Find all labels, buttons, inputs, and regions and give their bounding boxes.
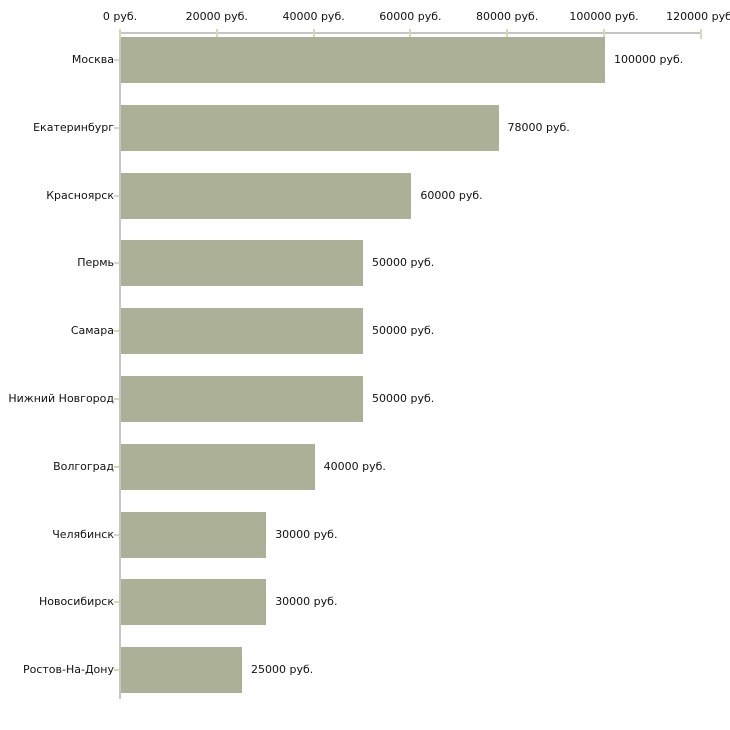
x-axis-tick bbox=[312, 29, 315, 39]
value-label: 30000 руб. bbox=[275, 595, 338, 609]
x-axis-tick bbox=[506, 29, 509, 39]
value-label: 50000 руб. bbox=[372, 392, 435, 405]
value-label: 40000 руб. bbox=[323, 459, 386, 473]
category-tick bbox=[114, 465, 120, 468]
category-tick bbox=[114, 59, 120, 61]
bar bbox=[121, 647, 242, 694]
category-tick bbox=[114, 669, 120, 672]
category-label: Москва bbox=[71, 53, 114, 66]
category-tick bbox=[114, 533, 120, 536]
category-label: Пермь bbox=[77, 256, 114, 270]
bar bbox=[121, 240, 363, 287]
category-tick bbox=[114, 126, 120, 129]
bar bbox=[121, 511, 267, 558]
x-axis-tick bbox=[409, 29, 412, 39]
y-axis-line bbox=[119, 32, 121, 699]
value-label: 50000 руб. bbox=[372, 256, 435, 270]
x-axis-tick-label: 80000 руб. bbox=[476, 10, 539, 23]
category-label: Нижний Новгород bbox=[8, 392, 114, 405]
x-axis-tick-label: 60000 руб. bbox=[379, 10, 442, 23]
x-axis-tick-label: 0 руб. bbox=[102, 10, 138, 23]
category-label: Новосибирск bbox=[38, 595, 114, 609]
bar bbox=[121, 308, 363, 355]
category-label: Екатеринбург bbox=[33, 120, 114, 134]
bar bbox=[121, 443, 315, 490]
x-axis-tick bbox=[699, 29, 702, 39]
category-tick bbox=[114, 194, 120, 197]
value-label: 50000 руб. bbox=[372, 324, 435, 338]
category-label: Самара bbox=[70, 324, 114, 338]
bar bbox=[121, 376, 363, 422]
category-tick bbox=[114, 601, 120, 604]
bar bbox=[121, 579, 267, 626]
x-axis-tick-label: 120000 руб. bbox=[666, 10, 730, 23]
value-label: 25000 руб. bbox=[251, 663, 314, 677]
category-tick bbox=[114, 398, 120, 400]
x-axis-tick bbox=[215, 29, 218, 39]
bar bbox=[121, 37, 605, 83]
category-label: Ростов-На-Дону bbox=[22, 663, 114, 677]
x-axis-tick bbox=[603, 29, 605, 39]
value-label: 60000 руб. bbox=[420, 188, 483, 202]
value-label: 30000 руб. bbox=[275, 527, 338, 541]
x-axis-tick bbox=[119, 29, 121, 39]
value-label: 78000 руб. bbox=[507, 120, 570, 134]
category-tick bbox=[114, 330, 120, 333]
bar bbox=[121, 104, 499, 151]
x-axis-tick-label: 100000 руб. bbox=[569, 10, 639, 23]
category-tick bbox=[114, 262, 120, 265]
value-label: 100000 руб. bbox=[614, 53, 684, 66]
category-label: Красноярск bbox=[46, 188, 114, 202]
x-axis-tick-label: 20000 руб. bbox=[185, 10, 248, 23]
category-label: Волгоград bbox=[53, 459, 114, 473]
bar bbox=[121, 172, 412, 219]
x-axis-tick-label: 40000 руб. bbox=[282, 10, 345, 23]
category-label: Челябинск bbox=[52, 527, 114, 541]
